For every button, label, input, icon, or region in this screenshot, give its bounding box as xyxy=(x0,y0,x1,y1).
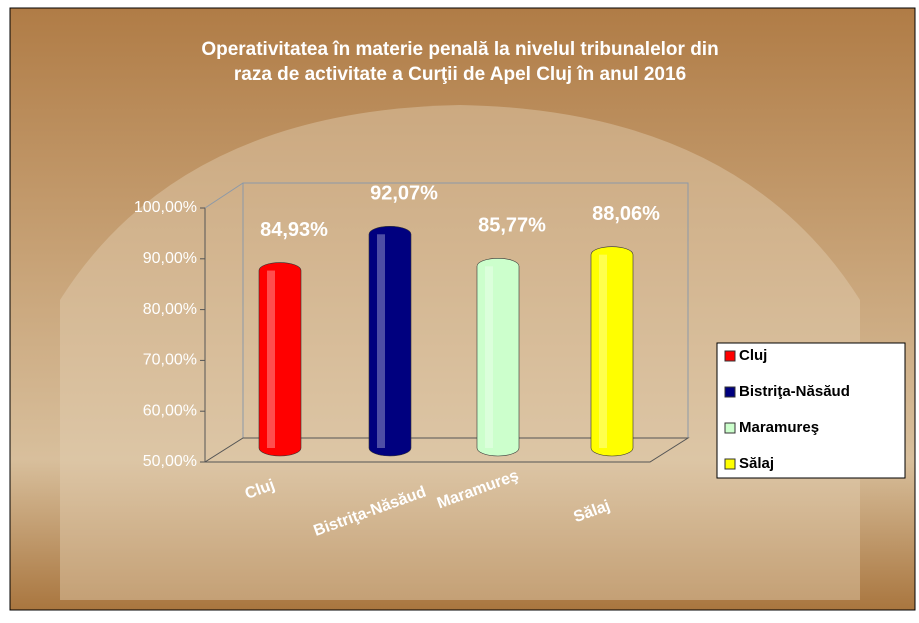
y-tick-label: 70,00% xyxy=(143,352,197,369)
bar xyxy=(590,246,634,457)
value-label: 85,77% xyxy=(478,215,546,237)
legend-label: Sălaj xyxy=(739,455,774,472)
background xyxy=(9,7,916,611)
bar-highlight xyxy=(267,270,275,448)
legend-label: Cluj xyxy=(739,347,767,364)
bar xyxy=(368,225,412,457)
bar xyxy=(258,262,302,457)
bar xyxy=(476,257,520,457)
y-tick-label: 50,00% xyxy=(143,453,197,470)
wall-edge xyxy=(204,182,244,209)
legend-label: Bistriţa-Năsăud xyxy=(739,383,850,400)
y-tick-label: 90,00% xyxy=(143,250,197,267)
bar-highlight xyxy=(485,266,493,448)
legend-swatch xyxy=(724,350,736,362)
legend xyxy=(716,342,906,479)
y-tick-label: 60,00% xyxy=(143,402,197,419)
y-tick-label: 100,00% xyxy=(134,199,197,216)
legend-label: Maramureş xyxy=(739,419,819,436)
value-label: 92,07% xyxy=(370,183,438,205)
arch xyxy=(60,105,860,600)
legend-swatch xyxy=(724,386,736,398)
legend-swatch xyxy=(724,422,736,434)
chart-title: raza de activitate a Curţii de Apel Cluj… xyxy=(234,64,686,85)
bar-highlight xyxy=(377,234,385,448)
value-label: 88,06% xyxy=(592,203,660,225)
chart-title: Operativitatea în materie penală la nive… xyxy=(201,39,718,60)
y-tick-label: 80,00% xyxy=(143,301,197,318)
legend-swatch xyxy=(724,458,736,470)
bar-highlight xyxy=(599,254,607,448)
value-label: 84,93% xyxy=(260,219,328,241)
floor xyxy=(203,437,690,463)
